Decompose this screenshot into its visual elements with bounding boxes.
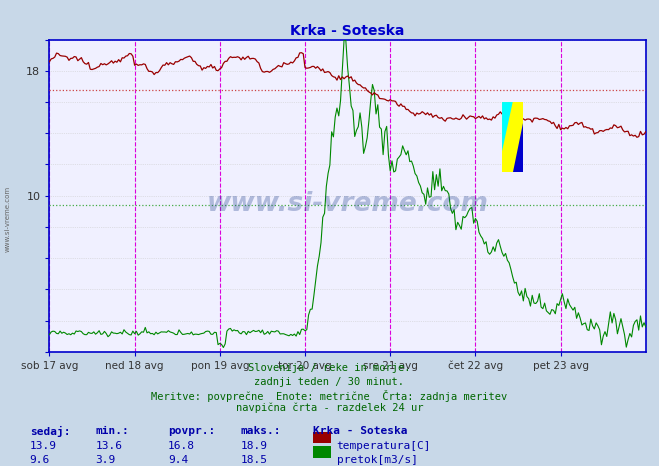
Polygon shape [513,123,523,172]
Text: Meritve: povprečne  Enote: metrične  Črta: zadnja meritev: Meritve: povprečne Enote: metrične Črta:… [152,390,507,402]
Text: 16.8: 16.8 [168,441,195,451]
Text: temperatura[C]: temperatura[C] [337,441,431,451]
Text: sedaj:: sedaj: [30,426,70,438]
Text: 18.5: 18.5 [241,455,268,465]
Bar [502,102,523,172]
Text: navpična črta - razdelek 24 ur: navpična črta - razdelek 24 ur [236,403,423,413]
Text: Krka - Soteska: Krka - Soteska [313,426,407,436]
Polygon shape [502,102,513,151]
Text: 9.4: 9.4 [168,455,188,465]
Text: min.:: min.: [96,426,129,436]
Text: www.si-vreme.com: www.si-vreme.com [5,186,11,252]
Text: zadnji teden / 30 minut.: zadnji teden / 30 minut. [254,377,405,386]
Text: maks.:: maks.: [241,426,281,436]
Text: Slovenija / reke in morje.: Slovenija / reke in morje. [248,363,411,373]
Text: 13.9: 13.9 [30,441,57,451]
Title: Krka - Soteska: Krka - Soteska [291,24,405,38]
Text: pretok[m3/s]: pretok[m3/s] [337,455,418,465]
Text: 13.6: 13.6 [96,441,123,451]
Text: 9.6: 9.6 [30,455,50,465]
Text: 18.9: 18.9 [241,441,268,451]
Text: povpr.:: povpr.: [168,426,215,436]
Text: www.si-vreme.com: www.si-vreme.com [207,191,488,217]
Text: 3.9: 3.9 [96,455,116,465]
